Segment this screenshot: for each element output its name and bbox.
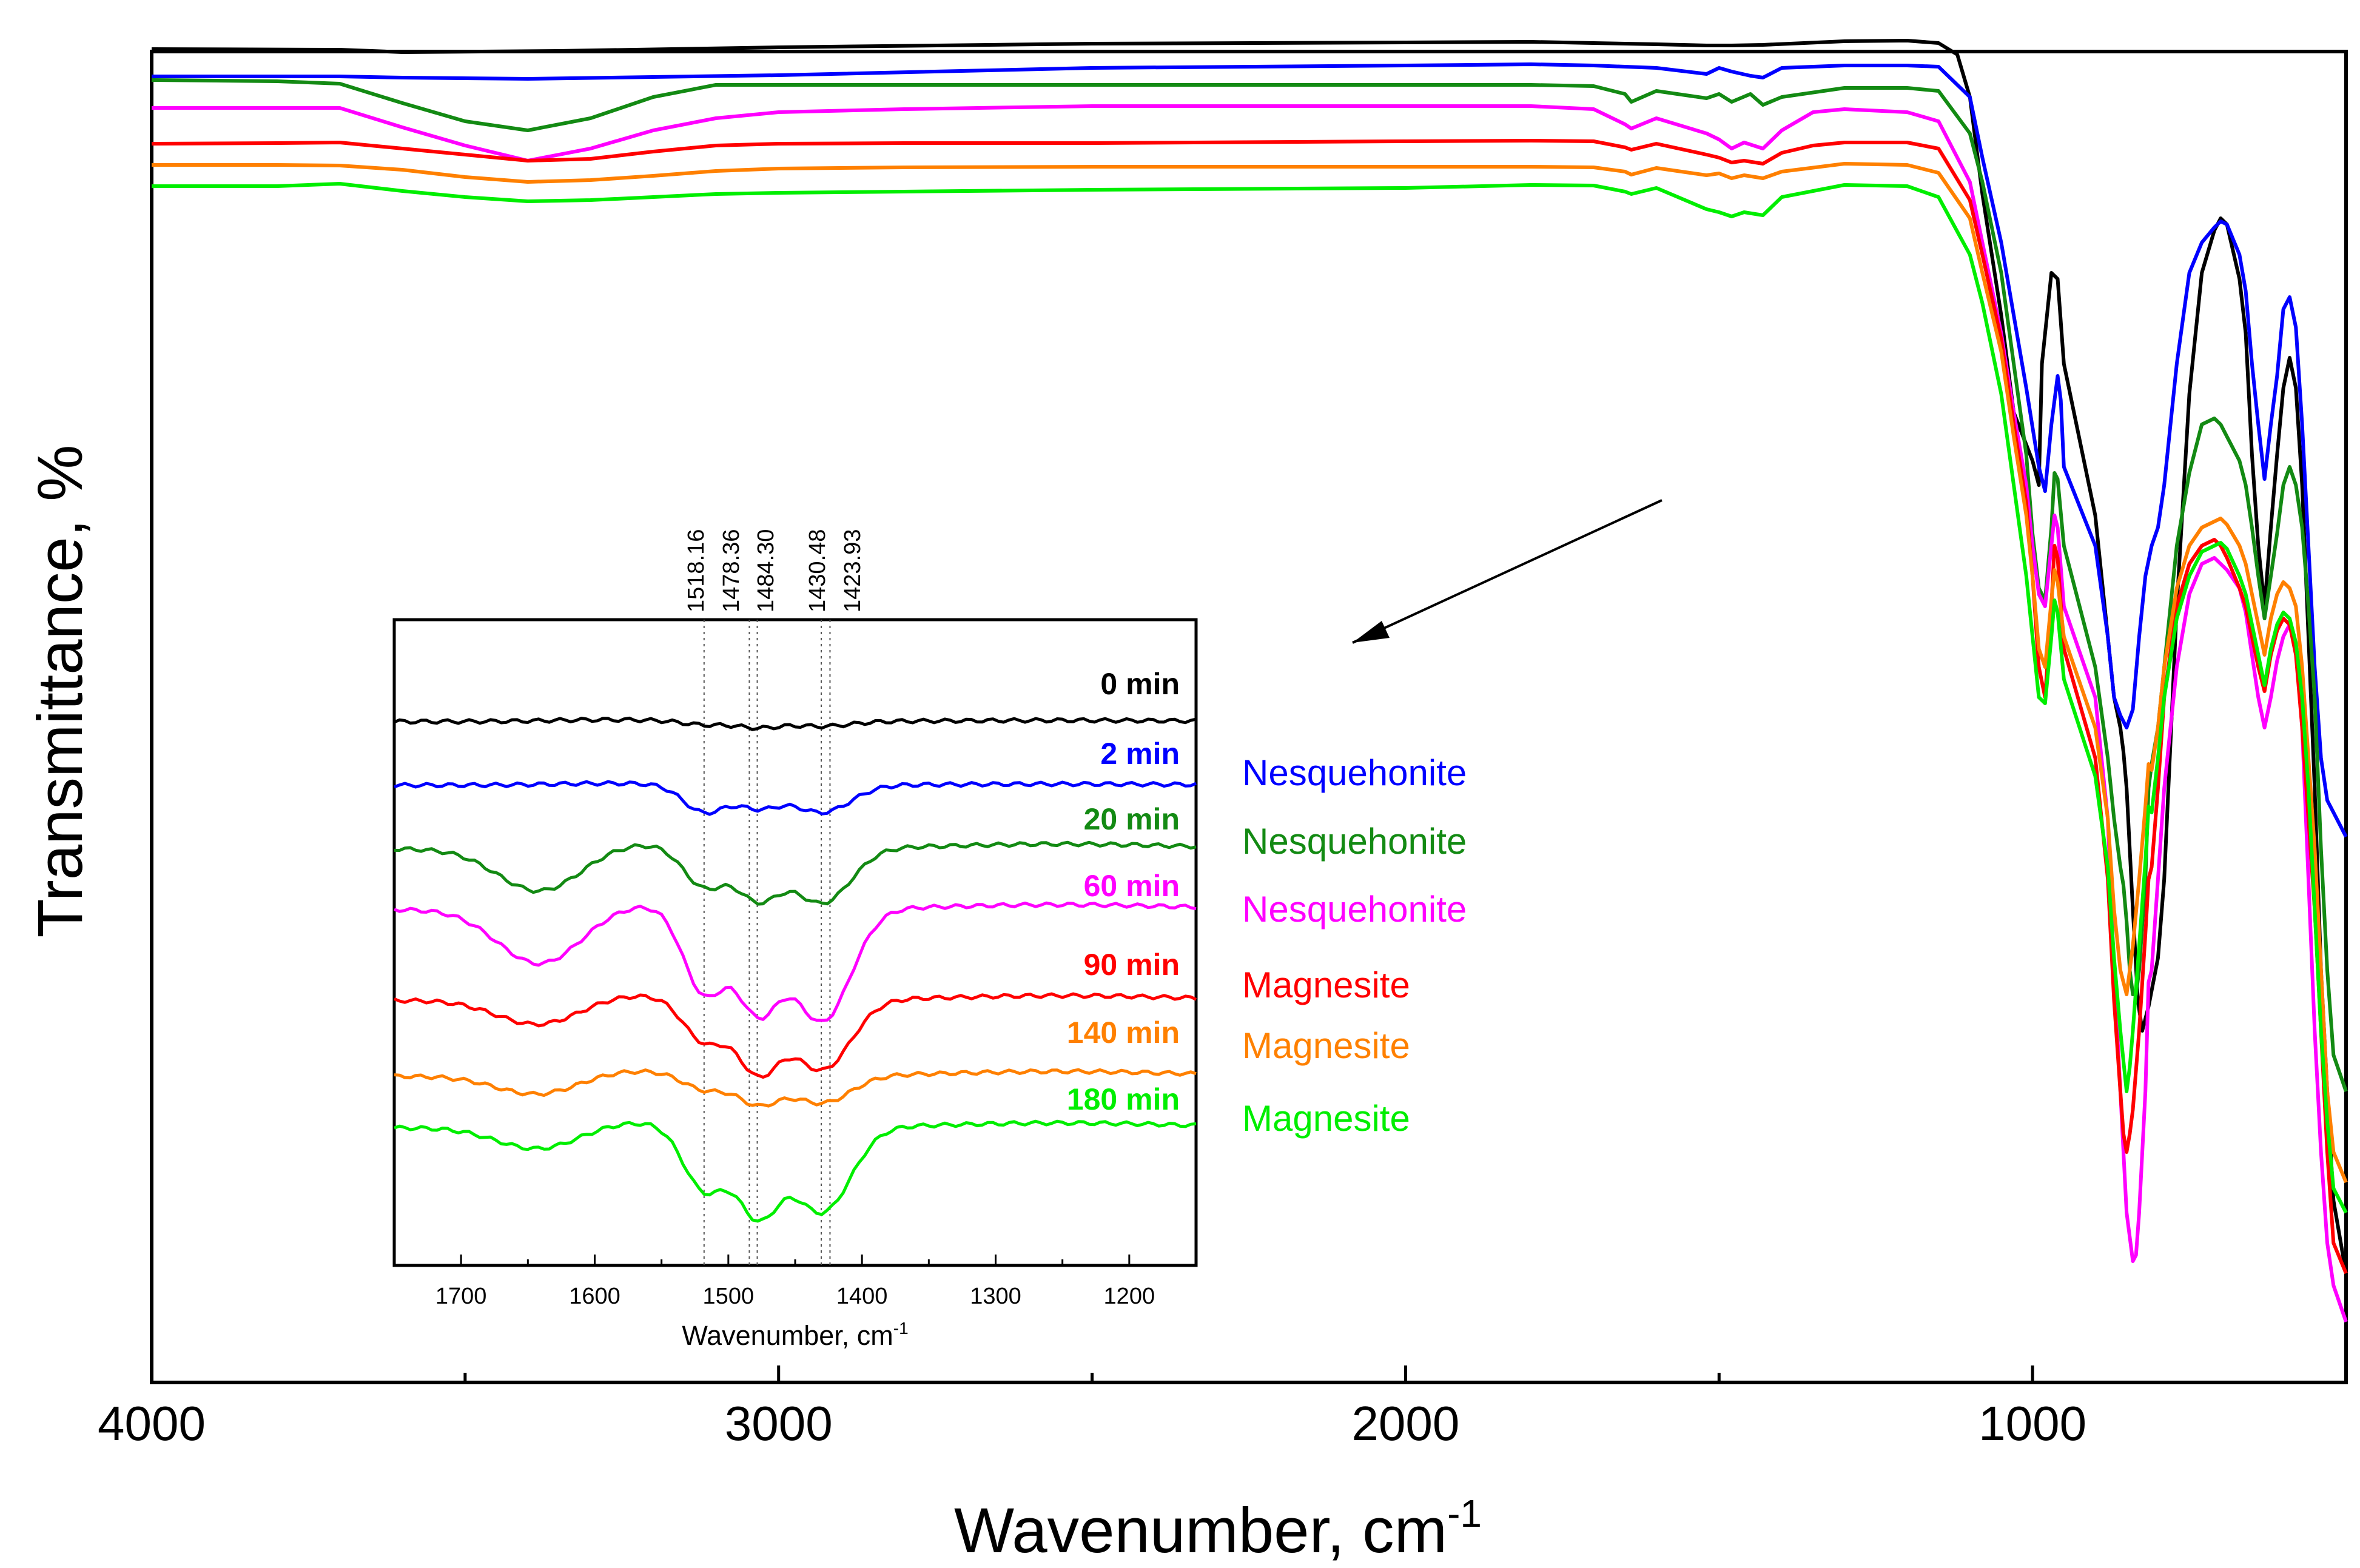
phase-label: Nesquehonite [1242, 752, 1467, 793]
phase-label: Magnesite [1242, 1025, 1410, 1066]
inset-series-line-140-min [394, 1068, 1197, 1108]
phase-label: Magnesite [1242, 965, 1410, 1005]
series-line-2-min [152, 62, 2348, 838]
inset-time-labels: 0 min 2 min 20 min 60 min 90 min 140 min 180 m… [1067, 667, 1180, 1116]
inset-time-label: 90 min [1084, 948, 1180, 982]
inset-time-label: 20 min [1084, 802, 1180, 836]
inset-pointer-arrow [1352, 499, 1662, 644]
phase-labels: Nesquehonite Nesquehonite Nesquehonite Magn… [1242, 752, 1467, 1139]
inset-series-line-0-min [394, 716, 1197, 731]
inset-series-line-60-min [394, 901, 1197, 1022]
main-series-group [151, 39, 2348, 1322]
inset-time-label: 2 min [1100, 737, 1180, 771]
x-axis-title: Wavenumber, cm-1 [954, 1492, 1482, 1566]
reference-label: 1478.36 [719, 529, 744, 612]
phase-label: Magnesite [1242, 1098, 1410, 1139]
inset-x-tick-label: 1700 [435, 1284, 487, 1309]
inset-series-group [394, 716, 1197, 1223]
inset-time-label: 140 min [1067, 1016, 1180, 1050]
plot-frame [150, 50, 2348, 1384]
x-axis-ticks: 4000 3000 2000 1000 [98, 1365, 2348, 1450]
series-line-140-min [152, 162, 2348, 1184]
inset-frame [392, 618, 1198, 1267]
inset-series-line-90-min [394, 992, 1197, 1079]
inset-x-tick-label: 1200 [1104, 1284, 1155, 1309]
x-tick-label: 4000 [98, 1396, 206, 1450]
series-line-180-min [152, 182, 2348, 1214]
y-axis-title: Transmittance, % [25, 444, 96, 937]
reference-label: 1484.30 [753, 529, 779, 612]
x-tick-label: 2000 [1351, 1396, 1459, 1450]
reference-label: 1423.93 [840, 529, 866, 612]
inset-series-line-2-min [394, 780, 1197, 816]
inset-time-label: 180 min [1067, 1082, 1180, 1116]
inset-pointer-arrowhead [1353, 621, 1390, 643]
phase-label: Nesquehonite [1242, 889, 1467, 930]
inset-time-label: 0 min [1100, 667, 1180, 701]
x-tick-label: 3000 [725, 1396, 833, 1450]
inset-series-line-180-min [394, 1119, 1197, 1223]
inset-time-label: 60 min [1084, 869, 1180, 903]
inset-x-tick-label: 1300 [970, 1284, 1021, 1309]
inset-x-axis-ticks: 1700 1600 1500 1400 1300 1200 [393, 1255, 1197, 1309]
reference-label: 1518.16 [684, 529, 709, 612]
series-line-20-min [151, 78, 2348, 1092]
inset-x-tick-label: 1600 [569, 1284, 620, 1309]
series-line-90-min [151, 139, 2348, 1275]
inset-series-line-20-min [394, 840, 1197, 906]
phase-label: Nesquehonite [1242, 821, 1467, 862]
x-tick-label: 1000 [1978, 1396, 2086, 1450]
series-line-60-min [152, 104, 2348, 1322]
inset-x-tick-label: 1500 [703, 1284, 755, 1309]
reference-label: 1430.48 [805, 529, 830, 612]
inset-reference-lines: 1518.16 1478.36 1484.30 1430.48 1423.93 [684, 529, 866, 1265]
series-line-0-min [151, 39, 2348, 1274]
inset-x-tick-label: 1400 [836, 1284, 888, 1309]
inset-x-axis-title: Wavenumber, cm-1 [682, 1319, 908, 1351]
